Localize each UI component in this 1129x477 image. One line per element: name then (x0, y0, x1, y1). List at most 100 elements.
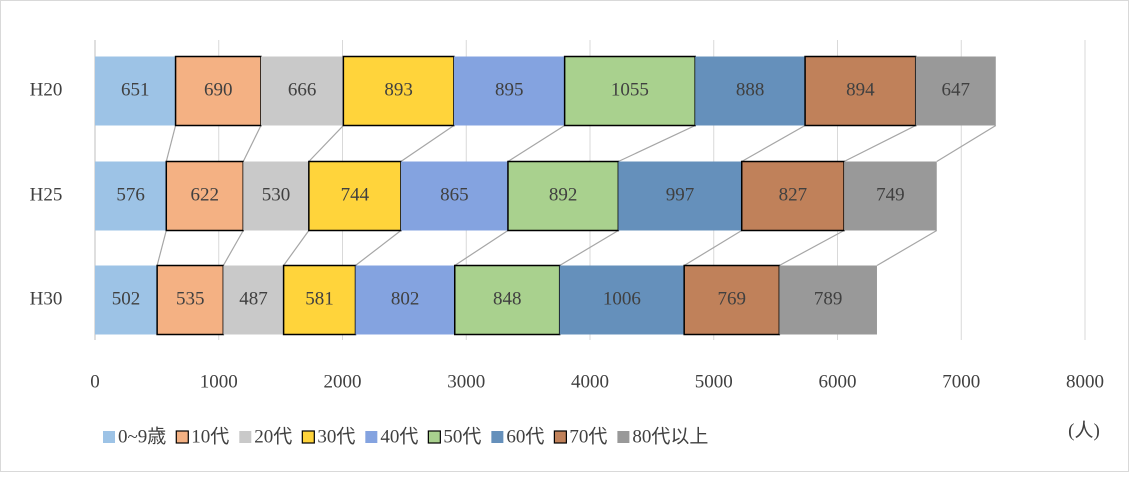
x-tick-label: 4000 (571, 371, 609, 392)
data-label: 894 (846, 79, 875, 100)
x-tick-label: 8000 (1066, 371, 1104, 392)
legend-label: 30代 (317, 425, 355, 447)
series-line (355, 230, 402, 266)
bar-segment (165, 160, 245, 232)
bar-segment (223, 265, 284, 335)
x-tick-label: 0 (90, 371, 100, 392)
legend-swatch (301, 430, 315, 444)
series-line (308, 125, 344, 162)
x-tick-label: 1000 (200, 371, 238, 392)
series-line (242, 125, 262, 162)
data-label: 848 (493, 288, 522, 309)
y-tick-label: H20 (30, 79, 63, 100)
x-tick-label: 5000 (695, 371, 733, 392)
bar-segment (453, 56, 565, 126)
bar-segment (453, 264, 561, 336)
x-axis-label: (人) (1068, 419, 1100, 441)
legend-swatch (365, 431, 378, 443)
bar-segment (915, 56, 996, 126)
legend-swatch (491, 431, 504, 443)
data-label: 651 (121, 79, 150, 100)
series-line (936, 124, 997, 163)
bar-segment (618, 161, 742, 231)
bar-segment (95, 161, 167, 231)
series-line (156, 230, 167, 266)
bar-segment (308, 160, 402, 232)
x-tick-label: 6000 (819, 371, 857, 392)
legend-label: 0~9歳 (118, 425, 166, 447)
data-label: 502 (112, 288, 141, 309)
data-label: 865 (440, 184, 469, 205)
bar-segment (740, 160, 845, 232)
data-label: 789 (814, 288, 843, 309)
legend-label: 80代以上 (632, 425, 708, 447)
series-line (507, 124, 565, 163)
x-tick-label: 7000 (942, 371, 980, 392)
data-label: 622 (191, 184, 220, 205)
data-label: 576 (116, 184, 145, 205)
bar-segment (355, 265, 455, 335)
data-label: 892 (549, 184, 578, 205)
bar-segment (507, 160, 620, 232)
bar-segment (95, 265, 158, 335)
series-line (400, 125, 455, 162)
y-tick-label: H30 (30, 288, 63, 309)
series-line (876, 229, 938, 267)
bar-segment (695, 56, 806, 126)
data-label: 893 (384, 79, 413, 100)
legend-swatch (239, 431, 252, 443)
legend-label: 70代 (569, 425, 607, 447)
data-label: 666 (288, 79, 317, 100)
data-label: 530 (262, 184, 291, 205)
data-label: 997 (666, 184, 695, 205)
data-label: 895 (495, 79, 524, 100)
bar-segment (683, 264, 781, 336)
data-label: 487 (239, 288, 268, 309)
x-tick-label: 2000 (324, 371, 362, 392)
y-tick-label: H25 (30, 184, 63, 205)
bar-segment (260, 56, 344, 126)
data-label: 535 (176, 288, 205, 309)
bar-segment (804, 55, 917, 127)
series-line (454, 229, 509, 267)
x-tick-label: 3000 (447, 371, 485, 392)
series-line (779, 229, 845, 267)
data-label: 690 (204, 79, 233, 100)
legend-swatch (617, 431, 630, 443)
bar-segment (400, 161, 508, 231)
series-line (843, 124, 916, 163)
bar-segment (559, 265, 685, 335)
series-line (683, 229, 743, 267)
legend-label: 50代 (443, 425, 481, 447)
legend-label: 60代 (506, 425, 544, 447)
series-line (165, 125, 177, 162)
bar-segment (95, 56, 176, 126)
data-label: 1055 (611, 79, 649, 100)
bar-segment (779, 265, 877, 335)
legend-label: 40代 (380, 425, 418, 447)
series-line (283, 230, 310, 266)
data-label: 581 (305, 288, 334, 309)
bar-segment (243, 161, 309, 231)
legend-swatch (553, 430, 567, 444)
data-label: 827 (779, 184, 808, 205)
data-label: 1006 (603, 288, 641, 309)
bar-segment (563, 55, 696, 127)
data-label: 888 (736, 79, 765, 100)
bar-segment (342, 55, 455, 127)
legend-swatch (103, 431, 115, 443)
legend-label: 10代 (191, 425, 229, 447)
series-line (618, 124, 696, 163)
series-line (559, 229, 619, 267)
data-label: 802 (391, 288, 420, 309)
legend-label: 20代 (254, 425, 292, 447)
bar-segment (156, 264, 225, 336)
legend-swatch (175, 430, 189, 444)
data-label: 769 (718, 288, 747, 309)
series-line (741, 124, 806, 163)
series-line (222, 230, 244, 266)
bar-segment (174, 55, 262, 127)
data-label: 647 (941, 79, 970, 100)
legend-swatch (427, 430, 441, 444)
